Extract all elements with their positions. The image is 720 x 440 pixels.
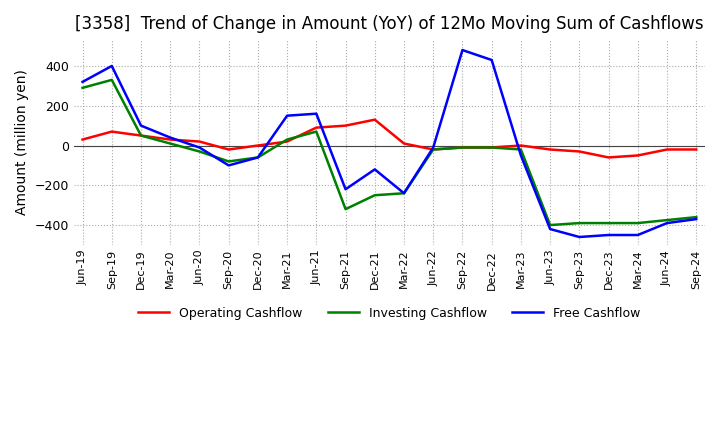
Free Cashflow bbox=[253, 155, 262, 160]
Investing Cashflow bbox=[137, 133, 145, 138]
Free Cashflow bbox=[634, 232, 642, 238]
Operating Cashflow bbox=[78, 137, 87, 142]
Free Cashflow bbox=[604, 232, 613, 238]
Investing Cashflow bbox=[312, 129, 320, 134]
Operating Cashflow bbox=[371, 117, 379, 122]
Operating Cashflow bbox=[546, 147, 554, 152]
Investing Cashflow bbox=[341, 206, 350, 212]
Free Cashflow bbox=[575, 235, 584, 240]
Free Cashflow bbox=[283, 113, 292, 118]
Investing Cashflow bbox=[283, 137, 292, 142]
Investing Cashflow bbox=[487, 145, 496, 150]
Operating Cashflow bbox=[283, 139, 292, 144]
Operating Cashflow bbox=[107, 129, 116, 134]
Free Cashflow bbox=[78, 79, 87, 84]
Investing Cashflow bbox=[429, 147, 438, 152]
Investing Cashflow bbox=[604, 220, 613, 226]
Line: Operating Cashflow: Operating Cashflow bbox=[83, 120, 696, 158]
Investing Cashflow bbox=[400, 191, 408, 196]
Free Cashflow bbox=[137, 123, 145, 128]
Investing Cashflow bbox=[575, 220, 584, 226]
Free Cashflow bbox=[371, 167, 379, 172]
Operating Cashflow bbox=[195, 139, 204, 144]
Title: [3358]  Trend of Change in Amount (YoY) of 12Mo Moving Sum of Cashflows: [3358] Trend of Change in Amount (YoY) o… bbox=[75, 15, 703, 33]
Operating Cashflow bbox=[516, 143, 525, 148]
Free Cashflow bbox=[516, 153, 525, 158]
Free Cashflow bbox=[692, 216, 701, 222]
Investing Cashflow bbox=[166, 141, 174, 146]
Operating Cashflow bbox=[312, 125, 320, 130]
Y-axis label: Amount (million yen): Amount (million yen) bbox=[15, 70, 29, 216]
Free Cashflow bbox=[429, 145, 438, 150]
Free Cashflow bbox=[107, 63, 116, 69]
Investing Cashflow bbox=[546, 223, 554, 228]
Free Cashflow bbox=[225, 163, 233, 168]
Free Cashflow bbox=[662, 220, 671, 226]
Legend: Operating Cashflow, Investing Cashflow, Free Cashflow: Operating Cashflow, Investing Cashflow, … bbox=[133, 302, 646, 325]
Operating Cashflow bbox=[575, 149, 584, 154]
Line: Investing Cashflow: Investing Cashflow bbox=[83, 80, 696, 225]
Investing Cashflow bbox=[78, 85, 87, 91]
Investing Cashflow bbox=[516, 147, 525, 152]
Operating Cashflow bbox=[429, 147, 438, 152]
Operating Cashflow bbox=[137, 133, 145, 138]
Free Cashflow bbox=[487, 57, 496, 62]
Operating Cashflow bbox=[692, 147, 701, 152]
Operating Cashflow bbox=[662, 147, 671, 152]
Free Cashflow bbox=[195, 145, 204, 150]
Operating Cashflow bbox=[634, 153, 642, 158]
Free Cashflow bbox=[341, 187, 350, 192]
Operating Cashflow bbox=[253, 143, 262, 148]
Investing Cashflow bbox=[458, 145, 467, 150]
Line: Free Cashflow: Free Cashflow bbox=[83, 50, 696, 237]
Investing Cashflow bbox=[662, 217, 671, 223]
Investing Cashflow bbox=[253, 155, 262, 160]
Operating Cashflow bbox=[487, 145, 496, 150]
Investing Cashflow bbox=[107, 77, 116, 83]
Investing Cashflow bbox=[371, 193, 379, 198]
Operating Cashflow bbox=[225, 147, 233, 152]
Investing Cashflow bbox=[225, 159, 233, 164]
Free Cashflow bbox=[546, 227, 554, 232]
Operating Cashflow bbox=[166, 137, 174, 142]
Operating Cashflow bbox=[458, 145, 467, 150]
Investing Cashflow bbox=[634, 220, 642, 226]
Investing Cashflow bbox=[692, 214, 701, 220]
Free Cashflow bbox=[400, 191, 408, 196]
Free Cashflow bbox=[458, 48, 467, 53]
Free Cashflow bbox=[312, 111, 320, 116]
Operating Cashflow bbox=[341, 123, 350, 128]
Free Cashflow bbox=[166, 135, 174, 140]
Investing Cashflow bbox=[195, 149, 204, 154]
Operating Cashflow bbox=[604, 155, 613, 160]
Operating Cashflow bbox=[400, 141, 408, 146]
